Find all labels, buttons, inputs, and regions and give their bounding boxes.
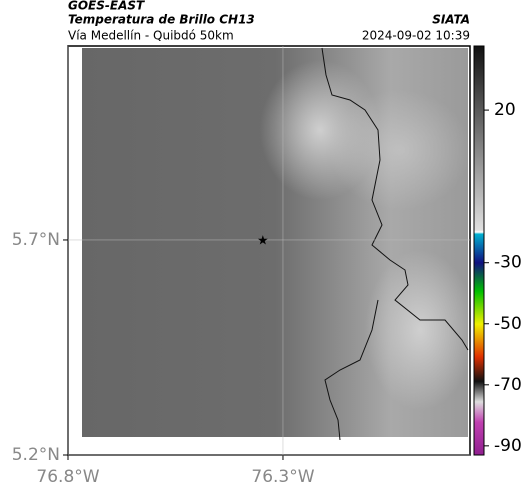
- timestamp: 2024-09-02 10:39: [362, 29, 470, 43]
- y-tick-label: 5.7°N: [12, 230, 60, 250]
- dynamic: 76.8°W 76.3°W 5.2°N 5.7°N ★ 20 -30 -50 -70 -90: [12, 46, 522, 487]
- source: SIATA: [432, 13, 470, 27]
- y-tick-label: 5.2°N: [12, 445, 60, 465]
- x-tick-label: 76.8°W: [36, 467, 99, 487]
- x-tick-label: 76.3°W: [251, 467, 314, 487]
- colorbar-tick-label: 20: [494, 100, 516, 120]
- cloud: [330, 90, 470, 210]
- satellite: GOES-EAST: [68, 0, 145, 13]
- location-marker: ★: [257, 233, 269, 248]
- colorbar-tick-label: -70: [494, 375, 522, 395]
- colorbar-tick-label: -30: [494, 253, 522, 273]
- boundary: [321, 47, 469, 441]
- title: Temperatura de Brillo CH13: [68, 13, 255, 27]
- colorbar-tick-label: -90: [494, 436, 522, 456]
- subtitle: Vía Medellín - Quibdó 50km: [68, 29, 234, 43]
- colorbar: [473, 45, 485, 456]
- cloud: [365, 250, 475, 410]
- colorbar-tick-label: -50: [494, 314, 522, 334]
